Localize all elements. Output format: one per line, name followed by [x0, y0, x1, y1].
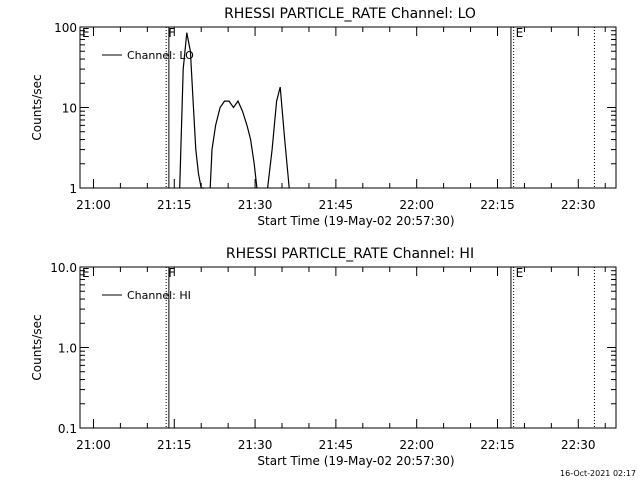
- timestamp: 16-Oct-2021 02:17: [560, 469, 636, 478]
- x-axis-label: Start Time (19-May-02 20:57:30): [257, 214, 454, 228]
- x-tick-label: 22:30: [561, 438, 596, 452]
- hi-channel-panel: RHESSI PARTICLE_RATE Channel: HI Counts/s…: [30, 246, 617, 468]
- chart-title: RHESSI PARTICLE_RATE Channel: LO: [224, 6, 476, 22]
- y-tick-label: 100: [54, 21, 77, 35]
- event-marker-label: E: [516, 266, 524, 280]
- y-axis-label: Counts/sec: [30, 74, 44, 140]
- x-tick-label: 21:15: [157, 438, 192, 452]
- y-tick-label: 0.1: [58, 422, 77, 436]
- x-tick-label: 21:45: [319, 438, 354, 452]
- x-tick-label: 22:00: [399, 198, 434, 212]
- series-line: [179, 32, 290, 189]
- legend-label: Channel: LO: [127, 49, 194, 62]
- chart-title: RHESSI PARTICLE_RATE Channel: HI: [226, 246, 474, 262]
- x-tick-label: 21:30: [238, 198, 273, 212]
- x-tick-label: 21:15: [157, 198, 192, 212]
- x-tick-label: 22:15: [480, 438, 515, 452]
- lo-channel-panel: RHESSI PARTICLE_RATE Channel: LO Counts/s…: [30, 6, 617, 228]
- x-tick-label: 21:30: [238, 438, 273, 452]
- y-tick-label: 1: [69, 182, 77, 196]
- y-axis-label: Counts/sec: [30, 314, 44, 380]
- x-tick-label: 21:00: [76, 438, 111, 452]
- x-tick-label: 22:15: [480, 198, 515, 212]
- x-tick-label: 21:45: [319, 198, 354, 212]
- event-marker-label: E: [82, 266, 90, 280]
- y-tick-label: 1.0: [58, 342, 77, 356]
- legend-label: Channel: HI: [127, 289, 191, 302]
- y-tick-label: 10: [62, 102, 77, 116]
- x-axis-label: Start Time (19-May-02 20:57:30): [257, 454, 454, 468]
- event-marker-label: E: [516, 26, 524, 40]
- x-tick-label: 21:00: [76, 198, 111, 212]
- event-marker-label: E: [82, 26, 90, 40]
- x-tick-label: 22:00: [399, 438, 434, 452]
- y-tick-label: 10.0: [50, 261, 77, 275]
- event-marker-label: F: [168, 26, 175, 40]
- event-marker-label: F: [168, 266, 175, 280]
- x-tick-label: 22:30: [561, 198, 596, 212]
